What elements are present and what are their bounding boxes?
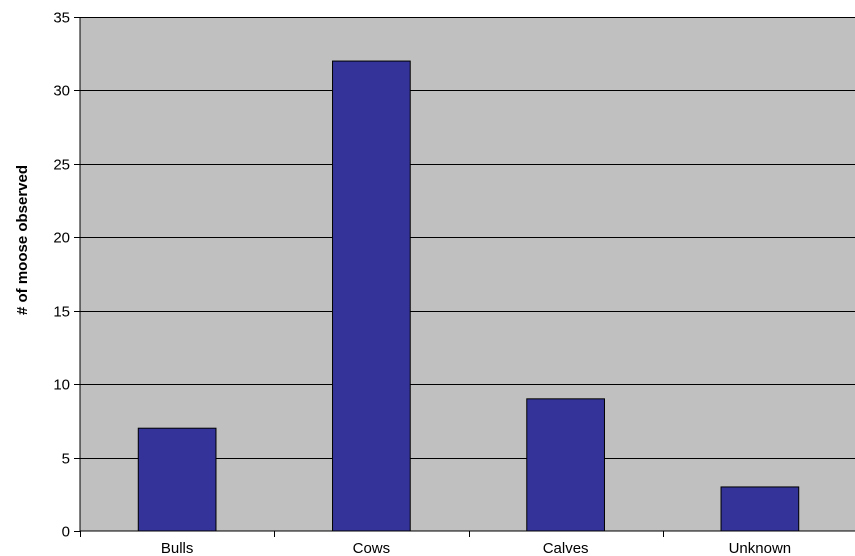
y-axis-ticks: 0 5 10 15 20 25 30 35 — [53, 10, 80, 541]
x-tick-label: Unknown — [729, 540, 792, 556]
y-tick-label: 35 — [53, 10, 70, 27]
x-axis-ticks: Bulls Cows Calves Unknown — [80, 531, 792, 556]
axes — [79, 17, 855, 532]
x-tick-label: Cows — [353, 540, 391, 556]
bar-bulls — [137, 427, 217, 532]
y-tick-label: 30 — [53, 83, 70, 100]
bar-cows — [332, 60, 411, 532]
y-tick-label: 0 — [62, 524, 70, 541]
y-tick-label: 20 — [53, 230, 70, 247]
y-tick-label: 10 — [53, 377, 70, 394]
y-axis-title: # of moose observed — [14, 165, 31, 315]
bar-unknown — [720, 486, 800, 532]
bar-calves — [526, 398, 605, 532]
y-tick-label: 25 — [53, 157, 70, 174]
x-tick-label: Bulls — [161, 540, 194, 556]
y-tick-label: 5 — [62, 451, 70, 468]
x-tick-label: Calves — [543, 540, 589, 556]
y-tick-label: 15 — [53, 304, 70, 321]
